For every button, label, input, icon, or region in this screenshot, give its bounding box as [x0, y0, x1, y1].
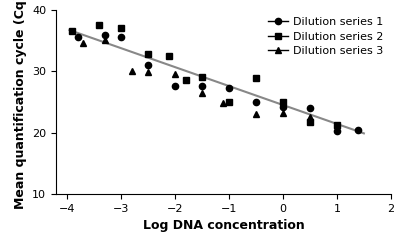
Dilution series 3 — [221, 102, 226, 104]
Dilution series 1 — [356, 128, 361, 131]
Dilution series 2 — [308, 120, 312, 123]
Dilution series 2 — [118, 27, 123, 30]
Dilution series 1 — [102, 34, 107, 37]
Dilution series 2 — [226, 100, 231, 103]
Dilution series 2 — [334, 123, 339, 126]
Y-axis label: Mean quantification cycle (Cq): Mean quantification cycle (Cq) — [14, 0, 26, 209]
Dilution series 2 — [167, 54, 172, 57]
Dilution series 1 — [75, 36, 80, 39]
Dilution series 3 — [200, 91, 204, 94]
Dilution series 1 — [280, 105, 285, 108]
Dilution series 2 — [183, 79, 188, 82]
Dilution series 2 — [200, 76, 204, 79]
Line: Dilution series 3: Dilution series 3 — [80, 37, 340, 128]
Dilution series 3 — [308, 116, 312, 119]
Dilution series 1 — [145, 64, 150, 66]
Dilution series 2 — [145, 52, 150, 55]
Dilution series 3 — [280, 112, 285, 114]
Line: Dilution series 1: Dilution series 1 — [74, 32, 362, 134]
X-axis label: Log DNA concentration: Log DNA concentration — [142, 219, 304, 233]
Dilution series 1 — [172, 85, 177, 88]
Dilution series 1 — [254, 100, 258, 103]
Dilution series 3 — [145, 71, 150, 74]
Dilution series 1 — [118, 36, 123, 39]
Dilution series 3 — [129, 70, 134, 73]
Dilution series 1 — [334, 129, 339, 132]
Dilution series 3 — [102, 39, 107, 42]
Dilution series 2 — [97, 24, 102, 26]
Dilution series 1 — [200, 85, 204, 88]
Dilution series 2 — [280, 100, 285, 103]
Dilution series 2 — [254, 77, 258, 80]
Line: Dilution series 2: Dilution series 2 — [69, 22, 340, 128]
Dilution series 3 — [254, 113, 258, 116]
Dilution series 3 — [334, 124, 339, 127]
Dilution series 3 — [80, 42, 85, 45]
Legend: Dilution series 1, Dilution series 2, Dilution series 3: Dilution series 1, Dilution series 2, Di… — [266, 15, 385, 59]
Dilution series 2 — [70, 30, 74, 33]
Dilution series 3 — [172, 73, 177, 76]
Dilution series 1 — [226, 86, 231, 89]
Dilution series 1 — [308, 107, 312, 109]
